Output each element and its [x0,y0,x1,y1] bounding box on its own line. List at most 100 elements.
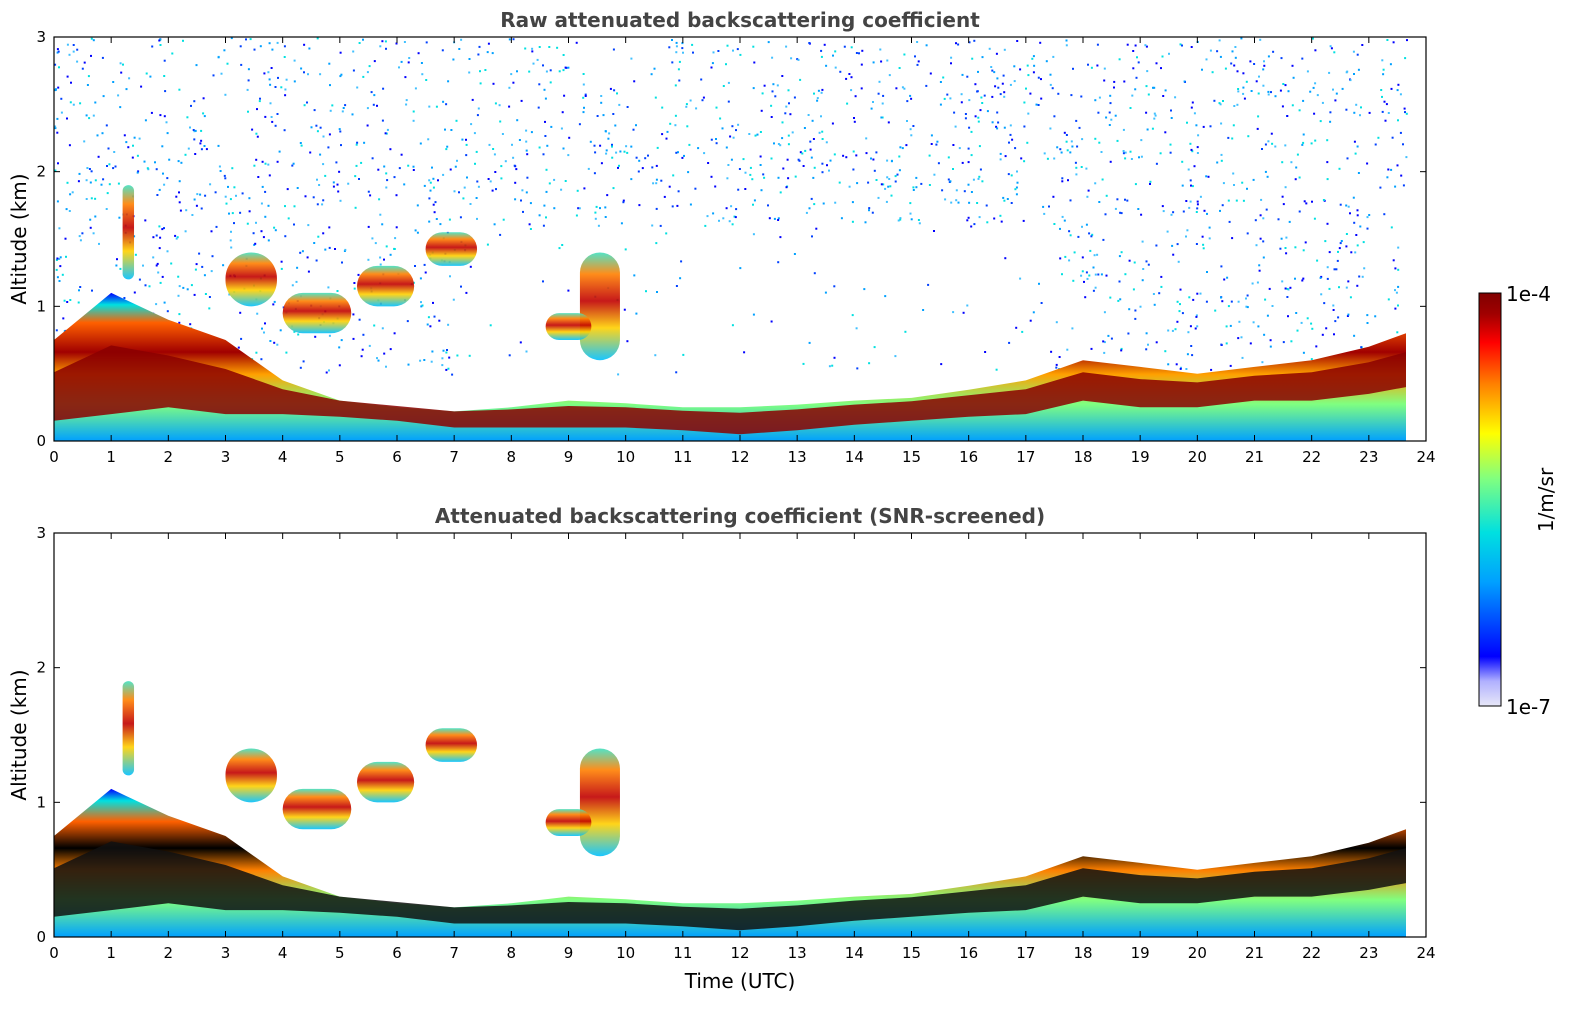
noise-speckle [1164,350,1167,353]
noise-speckle [1155,162,1158,165]
noise-speckle [771,90,774,93]
noise-speckle [930,143,933,145]
noise-speckle [809,140,812,143]
noise-speckle [319,73,322,76]
noise-speckle [230,37,233,40]
noise-speckle [550,125,553,128]
noise-speckle [820,49,823,52]
noise-speckle [1391,136,1394,139]
noise-speckle [133,136,136,139]
noise-speckle [159,114,162,117]
noise-speckle [432,177,435,180]
noise-speckle [379,256,382,259]
noise-speckle [406,320,409,323]
noise-speckle [157,271,160,274]
noise-speckle [253,243,256,246]
noise-speckle [1145,111,1148,114]
noise-speckle [170,262,173,265]
noise-speckle [834,66,837,69]
noise-speckle [1002,74,1005,77]
y-tick-label: 2 [36,163,46,181]
noise-speckle [1211,71,1214,74]
noise-speckle [1136,56,1138,59]
x-tick-label: 7 [449,944,459,962]
noise-speckle [1237,337,1240,340]
noise-speckle [512,38,515,41]
noise-speckle [54,89,57,92]
noise-speckle [68,144,71,147]
noise-speckle [833,153,836,156]
noise-speckle [692,51,694,54]
noise-speckle [1003,48,1006,51]
noise-speckle [1029,319,1032,322]
noise-speckle [81,67,84,70]
panel1-y-axis-label: Altitude (km) [7,173,31,304]
noise-speckle [1010,174,1013,177]
noise-speckle [118,216,121,219]
noise-speckle [148,285,151,288]
noise-speckle [1109,94,1112,97]
noise-speckle [903,87,906,90]
noise-speckle [1309,90,1312,93]
noise-speckle [1192,298,1195,301]
noise-speckle [177,160,180,163]
noise-speckle [1381,95,1383,98]
noise-speckle [87,75,90,78]
noise-speckle [594,217,597,220]
noise-speckle [214,191,217,194]
noise-speckle [1181,44,1183,47]
noise-speckle [1314,82,1317,85]
noise-speckle [781,137,784,140]
noise-speckle [660,179,663,182]
noise-speckle [599,144,602,147]
noise-speckle [538,214,541,217]
noise-speckle [263,331,265,334]
noise-speckle [1246,232,1249,235]
noise-speckle [1384,119,1387,122]
noise-speckle [264,322,266,325]
noise-speckle [1164,131,1167,134]
noise-speckle [1302,133,1305,136]
noise-speckle [61,273,64,276]
noise-speckle [655,178,658,181]
noise-speckle [728,220,731,223]
noise-speckle [1386,39,1389,41]
noise-speckle [1328,71,1331,74]
noise-speckle [1346,315,1349,317]
noise-speckle [70,81,72,84]
noise-speckle [666,130,669,133]
noise-speckle [442,173,445,176]
noise-speckle [178,321,181,324]
noise-speckle [850,76,853,79]
noise-speckle [785,45,788,48]
noise-speckle [855,154,858,157]
noise-speckle [803,127,806,129]
y-tick-label: 0 [36,432,46,450]
noise-speckle [1329,45,1332,48]
noise-speckle [56,117,59,120]
noise-speckle [171,52,174,55]
noise-speckle [903,53,906,56]
noise-speckle [1189,142,1192,145]
noise-speckle [228,293,231,296]
noise-speckle [1313,217,1316,220]
noise-speckle [227,185,229,188]
noise-speckle [1108,124,1111,126]
noise-speckle [974,115,977,118]
x-tick-label: 10 [616,448,635,466]
noise-speckle [416,231,419,234]
panel2-cloud-patches [122,681,620,857]
noise-speckle [1341,87,1344,90]
noise-speckle [332,181,335,184]
noise-speckle [182,39,184,42]
noise-speckle [296,266,299,269]
noise-speckle [712,212,715,215]
noise-speckle [970,225,973,228]
noise-speckle [358,42,361,44]
noise-speckle [373,324,376,327]
noise-speckle [838,181,841,184]
noise-speckle [1381,59,1384,62]
noise-speckle [1066,149,1069,152]
noise-speckle [310,126,313,129]
noise-speckle [463,186,466,189]
